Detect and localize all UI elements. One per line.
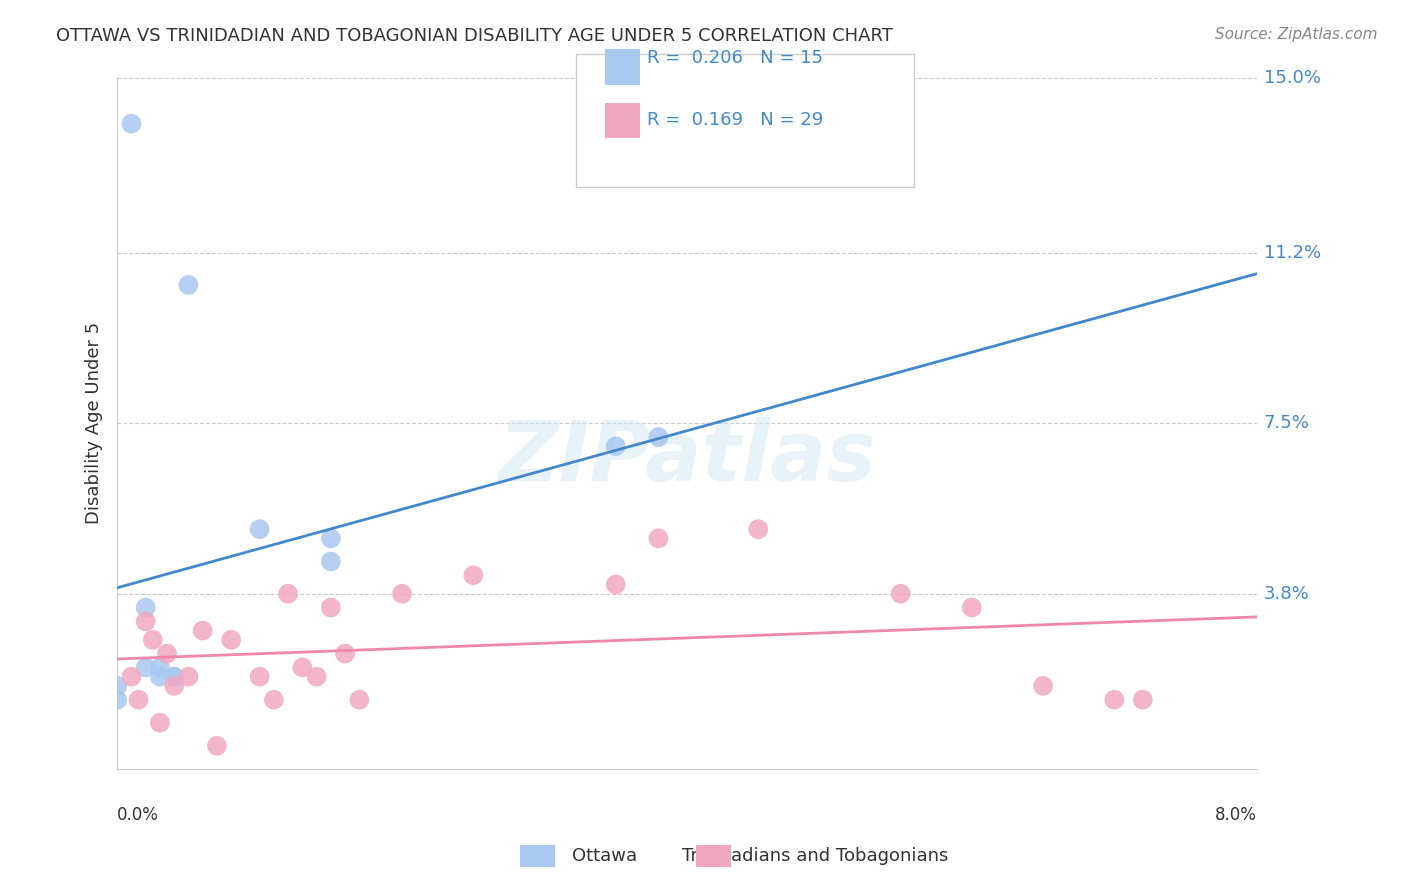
Point — [105, 692, 128, 706]
Point — [1132, 692, 1154, 706]
Point — [305, 670, 328, 684]
Point — [319, 532, 342, 546]
Text: 15.0%: 15.0% — [1264, 69, 1320, 87]
Point — [890, 587, 912, 601]
Text: 7.5%: 7.5% — [1264, 414, 1310, 433]
Point — [135, 660, 157, 674]
Point — [120, 117, 142, 131]
Point — [163, 670, 186, 684]
Point — [120, 670, 142, 684]
Point — [135, 615, 157, 629]
Text: 11.2%: 11.2% — [1264, 244, 1322, 261]
Point — [647, 532, 669, 546]
Point — [191, 624, 214, 638]
Text: R =  0.169   N = 29: R = 0.169 N = 29 — [647, 112, 823, 129]
Point — [163, 679, 186, 693]
Point — [149, 670, 172, 684]
Point — [128, 692, 150, 706]
Point — [156, 647, 179, 661]
Text: Trinidadians and Tobagonians: Trinidadians and Tobagonians — [682, 847, 949, 865]
Point — [647, 430, 669, 444]
Text: R =  0.206   N = 15: R = 0.206 N = 15 — [647, 49, 823, 67]
Text: 8.0%: 8.0% — [1215, 805, 1257, 823]
Point — [135, 600, 157, 615]
Text: 0.0%: 0.0% — [117, 805, 159, 823]
Point — [747, 522, 769, 536]
Point — [463, 568, 485, 582]
Y-axis label: Disability Age Under 5: Disability Age Under 5 — [86, 322, 103, 524]
Point — [177, 670, 200, 684]
Point — [149, 715, 172, 730]
Point — [249, 522, 271, 536]
Point — [163, 670, 186, 684]
Point — [249, 670, 271, 684]
Point — [105, 679, 128, 693]
Text: 3.8%: 3.8% — [1264, 585, 1309, 603]
Point — [149, 660, 172, 674]
Point — [263, 692, 285, 706]
Point — [277, 587, 299, 601]
Point — [319, 600, 342, 615]
Text: Ottawa: Ottawa — [572, 847, 637, 865]
Text: ZIPatlas: ZIPatlas — [498, 417, 876, 499]
Point — [349, 692, 371, 706]
Point — [1032, 679, 1054, 693]
Text: OTTAWA VS TRINIDADIAN AND TOBAGONIAN DISABILITY AGE UNDER 5 CORRELATION CHART: OTTAWA VS TRINIDADIAN AND TOBAGONIAN DIS… — [56, 27, 893, 45]
Point — [291, 660, 314, 674]
Text: Source: ZipAtlas.com: Source: ZipAtlas.com — [1215, 27, 1378, 42]
Point — [177, 277, 200, 292]
Point — [1104, 692, 1126, 706]
Point — [605, 577, 627, 591]
Point — [319, 554, 342, 568]
Point — [605, 439, 627, 453]
Point — [391, 587, 413, 601]
Point — [219, 632, 242, 647]
Point — [205, 739, 228, 753]
Point — [142, 632, 165, 647]
Point — [960, 600, 983, 615]
Point — [333, 647, 356, 661]
